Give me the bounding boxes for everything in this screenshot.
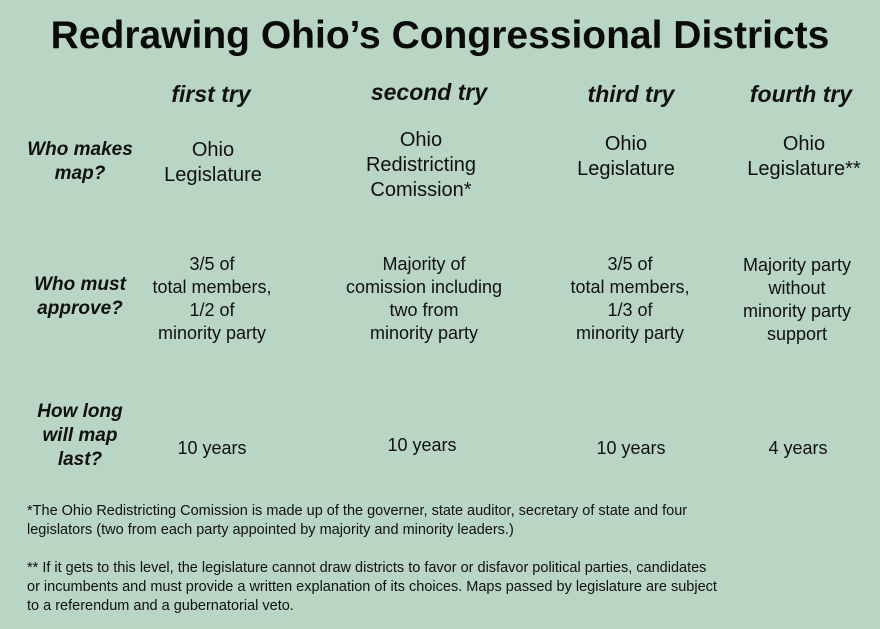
cell-line: Comission* (370, 179, 472, 201)
cell-line: total members, (152, 277, 272, 297)
cell-line: Ohio (191, 139, 235, 161)
cell-line: comission including (345, 277, 503, 297)
cell-third-try-who-makes: Ohio Legislature (531, 132, 721, 182)
row-header-line: Who makes (27, 139, 133, 160)
cell-line: two from (389, 300, 459, 320)
cell-line: Majority party (742, 255, 852, 275)
footnote-line: ** If it gets to this level, the legisla… (27, 560, 707, 576)
row-header-line: How long (37, 401, 123, 422)
cell-line: 10 years (177, 438, 247, 458)
cell-line: minority party (742, 301, 852, 321)
row-header-line: will map (42, 425, 118, 446)
cell-first-try-who-makes: Ohio Legislature (118, 138, 308, 188)
cell-first-try-who-approves: 3/5 of total members, 1/2 of minority pa… (117, 253, 307, 345)
cell-line: 4 years (768, 438, 828, 458)
cell-third-try-duration: 10 years (536, 437, 726, 460)
cell-line: Legislature** (747, 158, 861, 180)
cell-line: without (768, 278, 826, 298)
cell-line: 3/5 of (607, 254, 653, 274)
cell-line: minority party (575, 323, 685, 343)
cell-line: 10 years (387, 435, 457, 455)
cell-fourth-try-who-makes: Ohio Legislature** (709, 132, 880, 182)
cell-line: Majority of (382, 254, 466, 274)
cell-second-try-duration: 10 years (327, 434, 517, 457)
cell-line: minority party (157, 323, 267, 343)
footnote-line: or incumbents and must provide a written… (27, 579, 717, 595)
footnote-fourth-try: ** If it gets to this level, the legisla… (27, 559, 827, 616)
cell-second-try-who-makes: Ohio Redistricting Comission* (326, 128, 516, 203)
footnote-line: *The Ohio Redistricting Comission is mad… (27, 503, 688, 519)
cell-line: Legislature (577, 158, 675, 180)
cell-line: 1/2 of (189, 300, 235, 320)
cell-third-try-who-approves: 3/5 of total members, 1/3 of minority pa… (535, 253, 725, 345)
cell-first-try-duration: 10 years (117, 437, 307, 460)
cell-line: minority party (369, 323, 479, 343)
row-header-line: approve? (37, 298, 123, 319)
cell-line: Redistricting (365, 154, 477, 176)
cell-line: 1/3 of (607, 300, 653, 320)
row-header-who-makes-map: Who makes map? (10, 138, 150, 186)
cell-second-try-who-approves: Majority of comission including two from… (329, 253, 519, 345)
row-header-how-long: How long will map last? (10, 400, 150, 472)
footnote-line: to a referendum and a gubernatorial veto… (27, 598, 294, 614)
row-header-who-must-approve: Who must approve? (10, 273, 150, 321)
cell-line: 10 years (596, 438, 666, 458)
cell-fourth-try-duration: 4 years (703, 437, 880, 460)
cell-line: support (766, 324, 828, 344)
column-header-second-try: second try (370, 79, 488, 105)
row-header-line: last? (57, 449, 103, 470)
cell-line: Legislature (164, 164, 262, 186)
cell-fourth-try-who-approves: Majority party without minority party su… (702, 254, 880, 346)
cell-line: total members, (570, 277, 690, 297)
footnote-line: legislators (two from each party appoint… (27, 522, 514, 538)
row-header-line: map? (54, 163, 106, 184)
column-header-fourth-try: fourth try (749, 81, 853, 107)
cell-line: 3/5 of (189, 254, 235, 274)
page-title: Redrawing Ohio’s Congressional Districts (50, 14, 830, 57)
cell-line: Ohio (782, 133, 826, 155)
cell-line: Ohio (399, 129, 443, 151)
column-header-third-try: third try (587, 81, 675, 107)
cell-line: Ohio (604, 133, 648, 155)
column-header-first-try: first try (171, 81, 251, 107)
footnote-commission: *The Ohio Redistricting Comission is mad… (27, 502, 827, 540)
row-header-line: Who must (34, 274, 126, 295)
